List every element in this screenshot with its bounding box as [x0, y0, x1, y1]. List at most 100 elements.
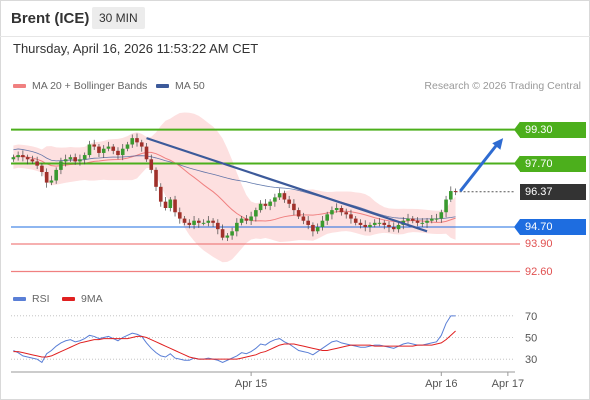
candle-body-19: [101, 148, 106, 153]
candle-body-52: [258, 203, 263, 211]
candle-body-76: [372, 222, 377, 225]
candle-body-36: [182, 218, 187, 223]
forecast-arrow-head: [492, 138, 504, 150]
candle-body-50: [249, 216, 253, 221]
legend-swatch-rsi: [13, 297, 26, 302]
legend-item-ma50: MA 50: [156, 80, 205, 92]
candle-body-86: [420, 222, 425, 224]
candle-body-7: [44, 172, 49, 183]
candle-body-72: [353, 218, 358, 223]
legend-item-ma20: MA 20 + Bollinger Bands: [13, 80, 147, 92]
candle-body-35: [177, 212, 182, 219]
candle-body-17: [92, 144, 97, 147]
candle-body-46: [230, 231, 234, 236]
candle-body-90: [439, 212, 444, 219]
candle-body-62: [306, 220, 310, 225]
candle-body-48: [239, 218, 244, 223]
candle-body-24: [125, 144, 130, 149]
price-tag-92-60: 92.60: [525, 265, 553, 278]
x-tick-label-1: Apr 16: [425, 378, 457, 390]
candle-body-0: [11, 157, 16, 160]
legend-swatch-9ma: [62, 297, 75, 302]
candle-body-10: [59, 161, 63, 170]
tag-notch-94-70: [514, 219, 520, 236]
candle-body-34: [173, 199, 177, 213]
candle-body-71: [349, 214, 353, 219]
ma50-line: [13, 148, 456, 220]
legend-swatch-ma20: [13, 84, 26, 89]
candle-body-13: [73, 157, 77, 162]
legend-label-ma20: MA 20 + Bollinger Bands: [32, 80, 148, 92]
candle-body-45: [225, 235, 230, 238]
candle-body-25: [130, 138, 135, 145]
price-tag-97-70: 97.70: [520, 155, 586, 172]
candle-body-78: [382, 222, 387, 225]
candle-body-47: [235, 222, 239, 232]
candle-body-89: [434, 218, 439, 220]
candle-body-32: [163, 201, 168, 208]
interval-button[interactable]: 30 MIN: [92, 7, 145, 29]
candle-body-37: [187, 222, 192, 225]
candle-body-79: [387, 224, 391, 228]
instrument-title: Brent (ICE): [11, 10, 90, 27]
tag-notch-97-70: [514, 155, 520, 172]
chart-header: Brent (ICE) 30 MIN: [0, 0, 590, 37]
candle-body-12: [68, 157, 73, 160]
candle-body-40: [201, 222, 206, 224]
candle-body-39: [197, 220, 201, 223]
candle-body-83: [406, 218, 410, 221]
candle-body-85: [415, 220, 420, 223]
candle-body-11: [63, 159, 68, 162]
candle-body-38: [192, 220, 196, 225]
credit-text: Research © 2026 Trading Central: [424, 80, 581, 92]
candle-body-33: [168, 199, 173, 208]
price-tag-94-70: 94.70: [520, 219, 586, 236]
legend-swatch-ma50: [156, 84, 169, 89]
candle-body-8: [49, 180, 54, 183]
rsi-tick-label-70: 70: [525, 311, 537, 323]
candle-body-30: [154, 169, 158, 187]
candle-body-6: [40, 165, 44, 172]
legend-item-rsi: RSI: [13, 293, 50, 305]
candle-body-60: [296, 210, 301, 217]
candle-body-49: [244, 218, 249, 221]
candle-body-75: [368, 224, 372, 228]
candle-body-66: [325, 214, 329, 221]
candle-body-54: [268, 201, 272, 206]
legend-label-ma50: MA 50: [175, 80, 205, 92]
candle-body-77: [377, 222, 382, 224]
candle-body-91: [444, 199, 448, 213]
candle-body-29: [149, 159, 154, 170]
candle-body-14: [78, 159, 82, 162]
candle-body-41: [206, 220, 211, 223]
candle-body-69: [339, 208, 344, 213]
candle-body-70: [344, 212, 349, 215]
candle-body-20: [106, 146, 111, 149]
candle-body-84: [410, 218, 415, 221]
candle-body-26: [135, 138, 139, 143]
candle-body-44: [220, 229, 225, 238]
candle-body-9: [54, 169, 58, 181]
candle-body-92: [449, 191, 453, 200]
candle-body-27: [139, 142, 144, 147]
rsi-series-9ma: [13, 330, 456, 360]
candle-body-64: [315, 227, 320, 232]
tag-notch-99-30: [514, 121, 520, 138]
candle-body-21: [111, 146, 116, 151]
candle-body-61: [301, 216, 306, 221]
candle-body-4: [30, 159, 35, 162]
price-tag-93-90: 93.90: [525, 238, 553, 250]
candle-body-68: [334, 208, 339, 211]
candle-body-81: [396, 224, 401, 230]
candle-body-67: [330, 210, 334, 215]
candle-body-57: [282, 193, 287, 200]
rsi-series-rsi: [13, 315, 456, 364]
candle-body-80: [391, 227, 396, 230]
candle-body-55: [273, 197, 277, 202]
candle-body-58: [287, 199, 291, 204]
x-tick-label-2: Apr 17: [492, 378, 524, 390]
legend-item-9ma: 9MA: [62, 293, 103, 305]
candle-body-16: [87, 144, 92, 156]
legend-label-9ma: 9MA: [81, 293, 103, 305]
